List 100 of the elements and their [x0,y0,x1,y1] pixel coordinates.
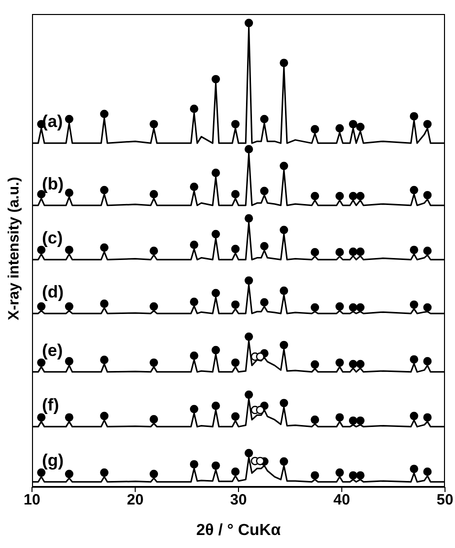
point [423,303,432,312]
point [150,302,158,311]
point [335,302,344,311]
point [423,120,432,128]
point [244,18,254,28]
point [100,356,108,364]
point [356,471,365,480]
point [212,168,220,178]
point [244,390,254,399]
point [280,457,288,466]
point [348,471,358,480]
series-label: (d) [42,282,64,302]
point [244,332,254,341]
y-axis-title: X-ray intensity (a.u.) [6,176,22,322]
point [231,300,240,309]
point [212,230,220,238]
point [410,112,418,120]
point [260,242,269,250]
point [37,246,46,254]
point [348,416,358,425]
point [244,448,254,458]
point [356,360,365,368]
point [212,288,220,298]
point [231,244,240,254]
point [212,461,220,470]
point [310,248,320,256]
point [100,110,108,118]
point [356,416,365,425]
point [37,358,46,367]
point [335,358,344,367]
point [423,357,432,366]
point [280,58,288,68]
point [410,246,418,254]
point [190,460,198,468]
point [244,145,254,154]
x-tick-label: 20 [126,492,144,509]
point [310,471,320,480]
point [150,358,158,367]
point [356,303,365,312]
point [190,240,198,249]
point [256,406,264,414]
point [335,468,344,477]
point [100,468,108,477]
point [260,186,269,196]
point [231,358,240,367]
point [64,188,74,198]
point [150,470,158,478]
point [100,243,108,252]
point [410,412,418,420]
point [64,413,74,422]
point [335,192,344,200]
series-label: (b) [42,174,64,194]
point [64,246,74,254]
point [423,190,432,200]
point [348,120,358,128]
point [231,120,240,128]
point [335,248,344,256]
point [280,286,288,295]
point [260,298,269,307]
point [212,346,220,354]
point [64,114,74,124]
point [150,246,158,256]
point [260,114,269,124]
point [231,467,240,476]
point [256,352,264,361]
point [356,192,365,200]
point [190,404,198,414]
point [280,162,288,170]
point [310,192,320,200]
series-label: (f) [42,396,59,415]
point [280,226,288,234]
x-tick-label: 50 [436,492,454,509]
point [212,74,220,84]
point [310,303,320,312]
point [190,351,198,360]
point [100,300,108,308]
point [64,357,74,366]
series-label: (e) [42,340,63,360]
point [356,122,365,132]
point [335,124,344,133]
point [348,248,358,256]
point [190,104,198,114]
point [310,125,320,134]
point [212,402,220,410]
point [410,300,418,309]
point [310,360,320,369]
point [37,413,46,422]
point [348,360,358,368]
point [410,464,418,474]
point [335,413,344,422]
point [150,120,158,128]
point [231,412,240,421]
series-label: (c) [42,228,63,248]
point [37,468,46,477]
point [244,276,254,285]
point [100,412,108,420]
point [356,248,365,256]
point [100,186,108,194]
point [256,456,264,466]
x-tick-label: 30 [230,492,247,509]
